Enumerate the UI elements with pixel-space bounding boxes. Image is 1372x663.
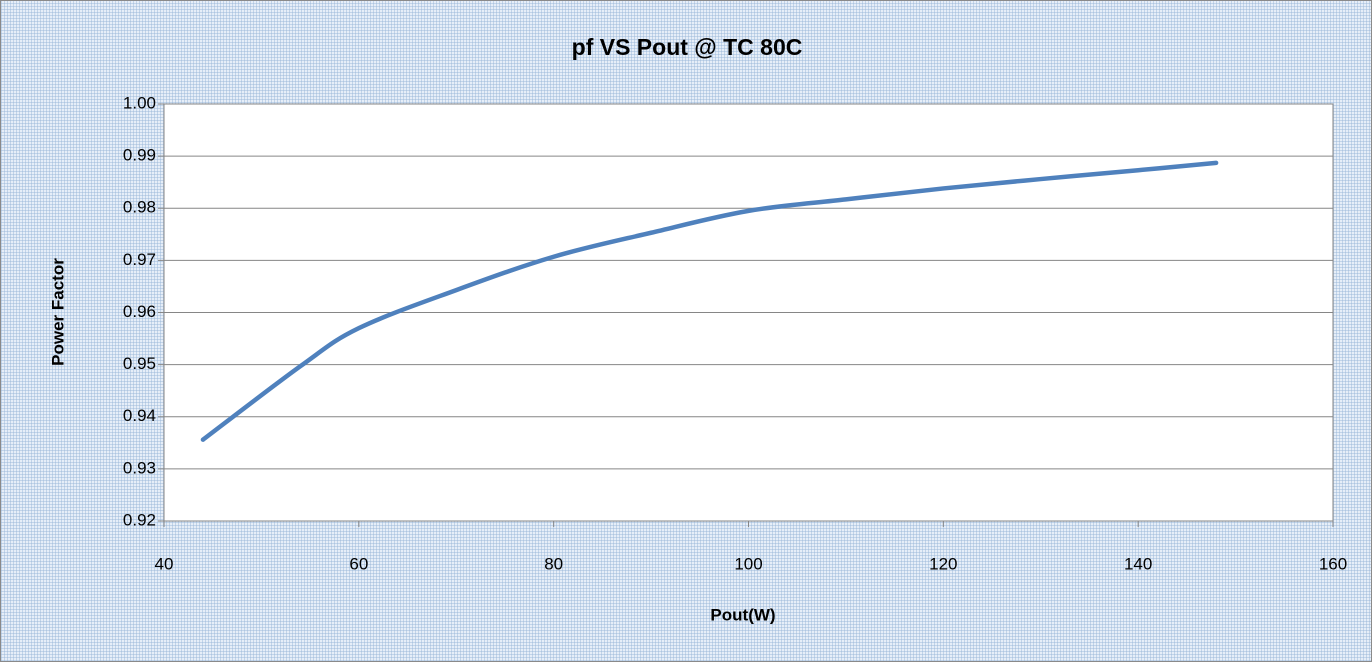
- y-tick-label: 0.92: [123, 510, 156, 529]
- x-axis-title: Pout(W): [710, 605, 775, 624]
- x-tick-label: 140: [1124, 554, 1152, 573]
- chart-title: pf VS Pout @ TC 80C: [572, 34, 803, 60]
- x-tick-label: 60: [349, 554, 368, 573]
- y-axis-title: Power Factor: [48, 258, 67, 366]
- y-tick-label: 0.97: [123, 250, 156, 269]
- data-line: [200, 160, 1219, 442]
- x-tick-label: 100: [734, 554, 762, 573]
- y-tick-label: 0.99: [123, 146, 156, 165]
- y-tick-label: 0.98: [123, 198, 156, 217]
- x-tick-label: 160: [1319, 554, 1347, 573]
- y-tick-label: 1.00: [123, 93, 156, 112]
- y-tick-label: 0.94: [123, 406, 156, 425]
- y-tick-label: 0.96: [123, 302, 156, 321]
- y-tick-label: 0.93: [123, 458, 156, 477]
- x-tick-label: 120: [929, 554, 957, 573]
- x-tick-label: 40: [155, 554, 174, 573]
- x-tick-label: 80: [544, 554, 563, 573]
- y-tick-label: 0.95: [123, 354, 156, 373]
